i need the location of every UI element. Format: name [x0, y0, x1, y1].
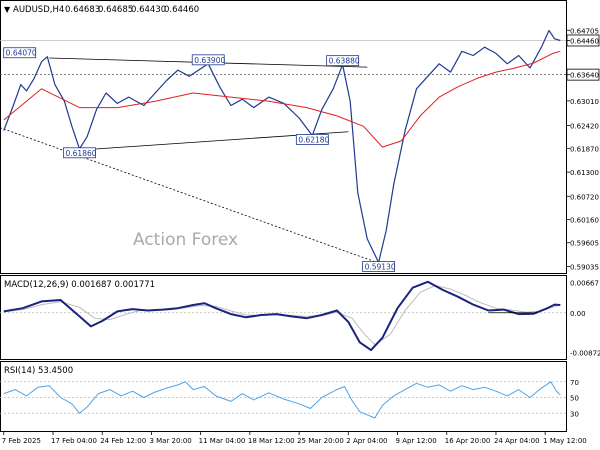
- price-tick-label-10: 0.59035: [570, 263, 599, 271]
- rsi-plot-layer: 70 50 30: [0, 379, 579, 419]
- macd-tick-label-0: 0.00667: [570, 279, 599, 287]
- price-header-open: 0.64683: [65, 5, 100, 15]
- macd-line: [3, 280, 561, 352]
- pivot-label-5: 0.59130: [365, 263, 396, 272]
- price-tick-label-7: 0.60720: [570, 193, 599, 201]
- price-line: [3, 29, 561, 264]
- macd-signal-line: [3, 285, 561, 346]
- x-tick-label-10: 24 Apr 04:00: [494, 437, 540, 445]
- price-tick-label-3: 0.63010: [570, 98, 599, 106]
- rsi-panel-frame: [0, 361, 567, 432]
- pivot-label-box-0: [3, 47, 37, 59]
- pivot-label-box-4: [295, 134, 329, 145]
- x-tick-label-0: 7 Feb 2025: [2, 437, 41, 445]
- x-axis: 7 Feb 2025 17 Feb 04:00 24 Feb 12:00 3 Mar …: [2, 432, 587, 445]
- rsi-tick-label-1: 50: [570, 395, 579, 403]
- x-tick-label-8: 9 Apr 12:00: [396, 437, 437, 445]
- x-tick-label-1: 17 Feb 04:00: [51, 437, 97, 445]
- x-tick-label-4: 11 Mar 04:00: [199, 437, 246, 445]
- watermark: Action Forex: [133, 230, 238, 250]
- pivot-label-2: 0.63880: [329, 57, 360, 66]
- x-tick-label-9: 16 Apr 20:00: [445, 437, 491, 445]
- x-tick-label-3: 3 Mar 20:00: [149, 437, 191, 445]
- macd-plot-layer: 0.00667 0.00 -0.008724: [0, 279, 600, 357]
- x-tick-label-6: 25 Mar 20:00: [297, 437, 344, 445]
- price-tick-label-9: 0.59605: [570, 240, 599, 248]
- price-tick-label-6: 0.61300: [570, 169, 599, 177]
- price-plot-layer: 0.64705 0.64460 0.63640 0.63010 0.62420 0.618…: [0, 27, 600, 272]
- price-panel-frame: [0, 0, 567, 274]
- rsi-tick-label-2: 30: [570, 410, 579, 418]
- price-tick-label-0: 0.64705: [570, 27, 599, 35]
- price-tick-label-1: 0.64460: [570, 37, 599, 45]
- macd-header: MACD(12,26,9) 0.001687 0.001771: [4, 280, 155, 290]
- x-tick-label-5: 18 Mar 12:00: [248, 437, 295, 445]
- price-header-close: 0.64460: [164, 5, 199, 15]
- x-tick-label-7: 2 Apr 04:00: [346, 437, 387, 445]
- price-header-arrow: ▼: [4, 5, 11, 14]
- pivot-label-1: 0.63900: [194, 56, 225, 65]
- pivot-label-box-2: [326, 55, 360, 67]
- macd-tick-label-2: -0.008724: [570, 349, 600, 357]
- price-header-low: 0.64430: [131, 5, 166, 15]
- price-tick-label-5: 0.61870: [570, 145, 599, 153]
- moving-average-line: [3, 50, 561, 148]
- x-tick-label-11: 1 May 12:00: [543, 437, 587, 445]
- pivot-label-4: 0.62180: [298, 135, 329, 144]
- price-tick-label-4: 0.62420: [570, 122, 599, 130]
- pivot-label-box-5: [362, 261, 395, 272]
- macd-panel-frame: [0, 275, 567, 360]
- x-tick-label-2: 24 Feb 12:00: [100, 437, 146, 445]
- trend-line-2: [0, 127, 375, 263]
- pivot-label-box-3: [63, 147, 96, 159]
- pivot-label-0: 0.64070: [6, 49, 37, 58]
- price-header-high: 0.64685: [98, 5, 133, 15]
- rsi-tick-label-0: 70: [570, 379, 579, 387]
- pivot-label-box-1: [191, 54, 225, 66]
- rsi-line: [3, 381, 561, 419]
- rsi-header: RSI(14) 53.4500: [4, 366, 73, 376]
- macd-tick-label-1: 0.00: [570, 310, 586, 318]
- price-tick-label-8: 0.60160: [570, 217, 599, 225]
- price-header-symbol: AUDUSD,H4: [13, 5, 64, 15]
- pivot-label-3: 0.61860: [66, 149, 97, 158]
- price-tick-label-2: 0.63640: [570, 72, 599, 80]
